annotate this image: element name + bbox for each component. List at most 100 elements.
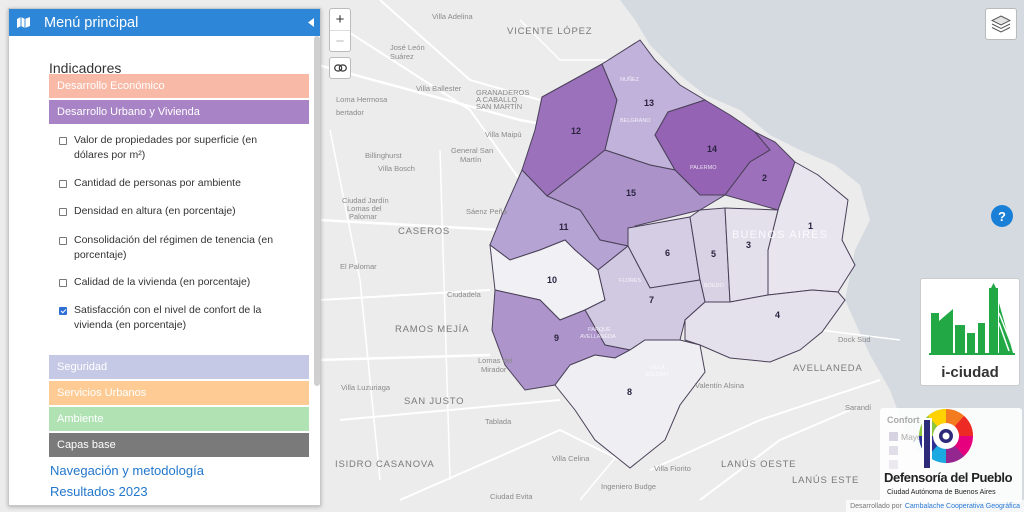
- iciudad-skyline-icon: [929, 283, 1015, 355]
- checkbox[interactable]: [59, 137, 67, 145]
- place-villa-luzuriaga: Villa Luzuriaga: [341, 383, 391, 392]
- place-ramos-mejia: RAMOS MEJÍA: [395, 324, 469, 335]
- place-villa-maipu: Villa Maipú: [485, 130, 522, 139]
- comuna-4[interactable]: [684, 289, 846, 363]
- comuna-label-14: 14: [707, 144, 717, 154]
- option-label: Cantidad de personas por ambiente: [74, 177, 241, 189]
- category-ambiente[interactable]: Ambiente: [49, 407, 309, 431]
- place-labels: Villa Adelina VICENTE LÓPEZ José León Su…: [335, 12, 872, 501]
- comuna-label-12: 12: [571, 126, 581, 136]
- collapse-panel-button[interactable]: [302, 9, 320, 36]
- place-vicente-lopez: VICENTE LÓPEZ: [507, 26, 592, 37]
- category-seguridad[interactable]: Seguridad: [49, 355, 309, 379]
- comuna-label-8: 8: [627, 387, 632, 397]
- link-resultados-2023[interactable]: Resultados 2023: [50, 484, 148, 499]
- place-avellaneda: AVELLANEDA: [793, 363, 863, 374]
- category-label: Seguridad: [57, 361, 108, 373]
- comuna-label-13: 13: [644, 98, 654, 108]
- attribution: Desarrollado por Cambalache Cooperativa …: [846, 500, 1024, 512]
- place-villa-adelina: Villa Adelina: [432, 12, 474, 21]
- place-isidro-casanova: ISIDRO CASANOVA: [335, 459, 434, 470]
- category-label: Capas base: [57, 439, 116, 451]
- option-label: Densidad en altura (en porcentaje): [74, 205, 236, 217]
- option-regimen-tenencia[interactable]: Consolidación del régimen de tenencia (e…: [59, 233, 294, 263]
- map-icon: [17, 17, 30, 28]
- place-belgrano: BELGRANO: [620, 118, 651, 124]
- help-button[interactable]: ?: [991, 205, 1013, 227]
- comuna-label-3: 3: [746, 240, 751, 250]
- zoom-in-button[interactable]: +: [335, 11, 345, 28]
- category-desarrollo-urbano[interactable]: Desarrollo Urbano y Vivienda: [49, 100, 309, 124]
- comuna-label-5: 5: [711, 249, 716, 259]
- legend-item-label: Mayo: [901, 432, 922, 442]
- place-ciudad-evita: Ciudad Evita: [490, 492, 533, 501]
- comuna-label-7: 7: [649, 295, 654, 305]
- main-menu-panel: Menú principal Indicadores Desarrollo Ec…: [8, 8, 321, 506]
- iciudad-logo: i-ciudad: [920, 278, 1020, 386]
- place-saenz-pena: Sáenz Peña: [466, 207, 508, 216]
- category-label: Desarrollo Urbano y Vivienda: [57, 106, 200, 118]
- place-tablada: Tablada: [485, 417, 512, 426]
- comuna-3[interactable]: [724, 207, 779, 303]
- defensoria-name: Defensoría del Pueblo: [884, 470, 1013, 485]
- comuna-2[interactable]: [724, 131, 796, 211]
- layers-button[interactable]: [985, 8, 1017, 40]
- place-granaderos-2: A CABALLO: [476, 95, 517, 104]
- category-capas-base[interactable]: Capas base: [49, 433, 309, 457]
- place-ciudad-jardin-1: Ciudad Jardín: [342, 196, 389, 205]
- category-desarrollo-economico[interactable]: Desarrollo Económico: [49, 74, 309, 98]
- place-ciudadela: Ciudadela: [447, 290, 482, 299]
- comuna-label-2: 2: [762, 173, 767, 183]
- category-label: Ambiente: [57, 413, 104, 425]
- zoom-out-button[interactable]: −: [335, 33, 345, 50]
- place-villa-ballester: Villa Ballester: [416, 84, 462, 93]
- place-jose-leon-2: Suárez: [390, 52, 414, 61]
- measure-button[interactable]: [329, 57, 351, 79]
- comuna-label-15: 15: [626, 188, 636, 198]
- comunas-layer: [489, 39, 856, 469]
- place-jose-leon-1: José León: [390, 43, 425, 52]
- place-lanus-oeste: LANÚS OESTE: [721, 459, 796, 470]
- place-ingeniero-budge: Ingeniero Budge: [601, 482, 656, 491]
- panel-scrollbar[interactable]: [314, 36, 320, 386]
- option-personas-por-ambiente[interactable]: Cantidad de personas por ambiente: [59, 176, 294, 191]
- place-villa-bosch: Villa Bosch: [378, 164, 415, 173]
- comuna-label-10: 10: [547, 275, 557, 285]
- place-dock-sud: Dock Sud: [838, 335, 871, 344]
- zoom-control: + −: [329, 8, 351, 52]
- place-el-palomar: El Palomar: [340, 262, 377, 271]
- option-calidad-vivienda[interactable]: Calidad de la vivienda (en porcentaje): [59, 275, 294, 290]
- checkbox[interactable]: [59, 237, 67, 245]
- category-label: Servicios Urbanos: [57, 387, 147, 399]
- place-villa-fiorito: Villa Fiorito: [654, 464, 691, 473]
- place-palermo: PALERMO: [690, 165, 717, 171]
- attribution-link[interactable]: Cambalache Cooperativa Geográfica: [904, 502, 1020, 510]
- panel-title: Menú principal: [44, 14, 139, 31]
- place-bertador: bertador: [336, 108, 364, 117]
- category-servicios-urbanos[interactable]: Servicios Urbanos: [49, 381, 309, 405]
- option-label: Valor de propiedades por superficie (en …: [74, 134, 258, 161]
- place-buenos-aires: BUENOS AIRES: [732, 229, 828, 241]
- checkbox[interactable]: [59, 208, 67, 216]
- link-navegacion-metodologia[interactable]: Navegación y metodología: [50, 463, 204, 478]
- place-parque-avellaneda-2: AVELLANEDA: [580, 334, 616, 340]
- checkbox[interactable]: [59, 279, 67, 287]
- attribution-text: Desarrollado por: [850, 502, 902, 510]
- option-label: Satisfacción con el nivel de confort de …: [74, 304, 262, 331]
- option-valor-propiedades[interactable]: Valor de propiedades por superficie (en …: [59, 133, 294, 163]
- layers-icon: [991, 15, 1011, 33]
- place-lanus-este: LANÚS ESTE: [792, 475, 859, 486]
- place-valentin-alsina: Valentín Alsina: [695, 381, 745, 390]
- option-label: Consolidación del régimen de tenencia (e…: [74, 234, 274, 261]
- option-densidad-altura[interactable]: Densidad en altura (en porcentaje): [59, 204, 294, 219]
- option-satisfaccion-confort[interactable]: Satisfacción con el nivel de confort de …: [59, 303, 294, 333]
- zoom-divider: [330, 30, 350, 31]
- section-title: Indicadores: [49, 60, 122, 76]
- place-lomas-mirador-2: Mirador: [481, 365, 507, 374]
- comuna-8[interactable]: [554, 339, 706, 469]
- place-billinghurst: Billinghurst: [365, 151, 403, 160]
- comuna-label-1: 1: [808, 221, 813, 231]
- checkbox[interactable]: [59, 307, 67, 315]
- category-label: Desarrollo Económico: [57, 80, 165, 92]
- checkbox[interactable]: [59, 180, 67, 188]
